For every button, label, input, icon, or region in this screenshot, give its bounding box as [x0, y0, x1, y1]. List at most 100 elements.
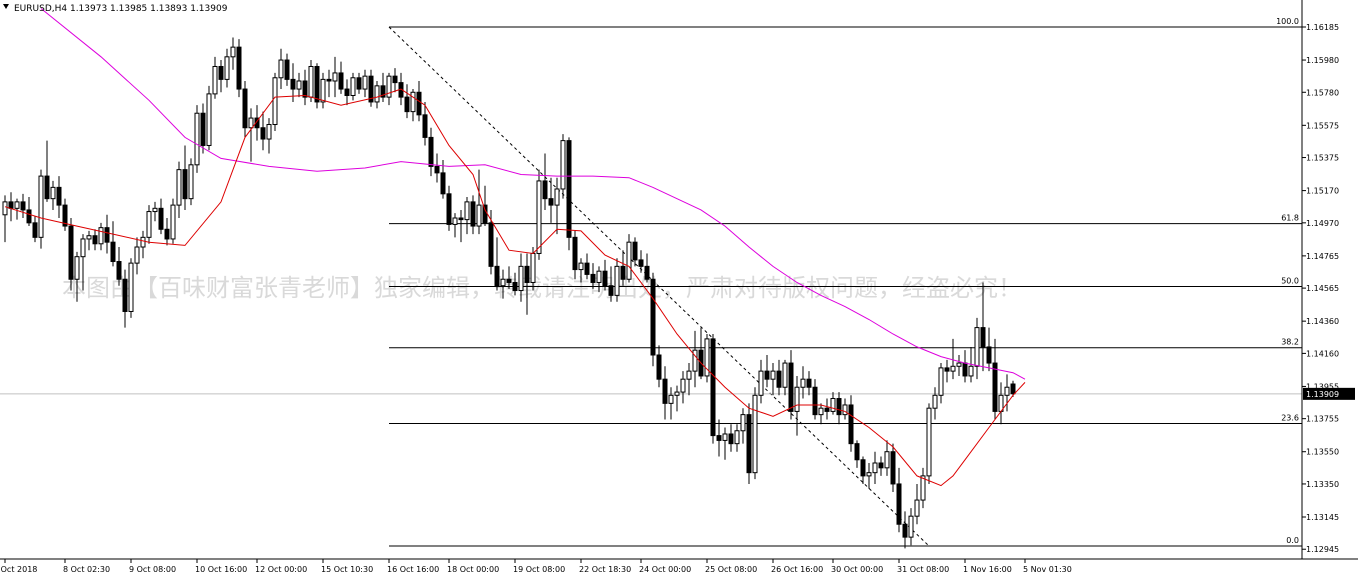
candle-body-up [86, 235, 92, 240]
candle-body-up [734, 430, 740, 445]
candle [212, 56, 218, 99]
candle-body-up [968, 365, 974, 377]
candle [458, 209, 464, 243]
candle [122, 269, 128, 328]
candle [554, 177, 560, 235]
candle-body-down [302, 80, 308, 98]
candle [1004, 374, 1010, 412]
candle [188, 158, 194, 206]
candle [626, 234, 632, 283]
fib-level-label-4: 23.6 [1281, 414, 1299, 423]
candle [776, 359, 782, 396]
candle-body-down [458, 217, 464, 221]
candle [512, 272, 518, 296]
candle-body-down [902, 523, 908, 538]
candle-body-down [416, 91, 422, 116]
candle-body-up [194, 112, 200, 166]
candle-body-up [188, 164, 194, 200]
time-tick-label: 24 Oct 00:00 [639, 565, 691, 574]
candle-body-up [872, 462, 878, 474]
candle [368, 69, 374, 107]
candle [380, 72, 386, 102]
candle-body-up [668, 394, 674, 404]
candle-body-up [884, 451, 890, 469]
candle [908, 508, 914, 546]
candle-body-up [362, 75, 368, 90]
candle [830, 392, 836, 415]
candle-body-down [566, 140, 572, 238]
candle [686, 363, 692, 396]
candle [818, 403, 824, 425]
candle-body-up [272, 77, 278, 126]
candle [20, 193, 26, 218]
candle-body-down [344, 88, 350, 97]
price-tick-label: 1.13550 [1306, 448, 1339, 457]
candle-body-up [452, 217, 458, 225]
candle-body-up [680, 378, 686, 393]
price-tick-label: 1.14360 [1306, 317, 1339, 326]
candle-body-up [146, 211, 152, 238]
candle-body-up [248, 117, 254, 129]
symbol-header: EURUSD,H4 1.13973 1.13985 1.13893 1.1390… [14, 4, 228, 14]
candle-body-down [650, 278, 656, 356]
candle-body-up [752, 394, 758, 474]
candle [206, 85, 212, 151]
candle [884, 440, 890, 476]
candle [794, 375, 800, 436]
candle [152, 201, 158, 222]
candle-body-down [860, 459, 866, 477]
candle-body-down [470, 201, 476, 227]
candle-body-down [644, 265, 650, 280]
candle-body-down [494, 265, 500, 287]
price-tick-label: 1.13755 [1306, 415, 1339, 424]
candle-body-down [548, 198, 554, 206]
candle-body-down [242, 88, 248, 129]
candle-body-down [584, 262, 590, 275]
ma-slow-line [40, 8, 1026, 380]
candle [296, 72, 302, 98]
time-tick-label: 10 Oct 16:00 [195, 565, 247, 574]
candle [254, 105, 260, 141]
candle-body-down [200, 112, 206, 146]
candle-body-up [530, 252, 536, 283]
candle [332, 56, 338, 98]
candle [980, 282, 986, 372]
fib-level-label-2: 50.0 [1281, 277, 1299, 286]
candle-body-up [350, 77, 356, 97]
candle [656, 345, 662, 388]
chart-menu-triangle-icon[interactable] [3, 4, 9, 9]
candle [74, 251, 80, 302]
candle-body-up [50, 186, 56, 200]
candle [740, 408, 746, 444]
time-tick-label: 31 Oct 08:00 [897, 565, 949, 574]
candle-body-up [938, 367, 944, 396]
candle [920, 467, 926, 509]
candle [872, 451, 878, 484]
candle-body-down [656, 354, 662, 380]
candle-body-up [80, 238, 86, 258]
candle-body-up [38, 175, 44, 238]
candle [866, 462, 872, 489]
candle [1010, 380, 1016, 397]
candle [344, 79, 350, 106]
candle [194, 105, 200, 173]
candle-body-down [638, 259, 644, 267]
candle [410, 89, 416, 122]
candle [800, 366, 806, 399]
candle [362, 69, 368, 98]
candle-body-down [380, 85, 386, 98]
candle [932, 387, 938, 420]
candle [80, 234, 86, 291]
candle-body-up [932, 394, 938, 409]
candle-body-down [32, 222, 38, 238]
candle-body-up [320, 78, 326, 103]
candle-body-down [68, 225, 74, 280]
time-tick-label: 1 Nov 16:00 [963, 565, 1012, 574]
candle [374, 80, 380, 109]
candle-body-down [356, 77, 362, 90]
candle-body-up [596, 270, 602, 283]
candle-body-up [518, 265, 524, 292]
time-tick-label: 19 Oct 08:00 [513, 565, 565, 574]
